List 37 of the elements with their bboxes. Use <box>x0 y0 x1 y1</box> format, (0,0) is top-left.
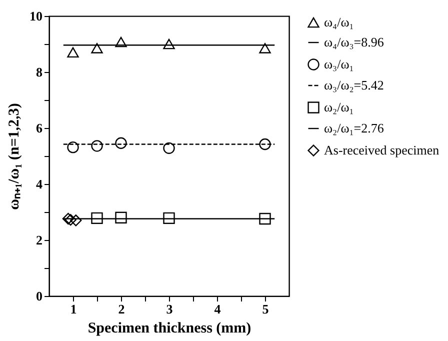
x-tick-label: 1 <box>70 302 77 316</box>
point <box>91 140 103 152</box>
legend-label: As-received specimen <box>324 142 440 158</box>
legend-label: ω₄/ω₁ <box>324 14 354 30</box>
legend-label: ω₂/ω₁=2.76 <box>324 120 384 136</box>
legend-label: ω₂/ω₁ <box>324 100 354 114</box>
point <box>115 36 127 48</box>
point <box>62 212 74 225</box>
y-tick-label: 4 <box>36 176 43 192</box>
point <box>163 38 175 50</box>
y-axis-title: ωₙ₊₁/ω₁ (n=1,2,3) <box>6 103 22 210</box>
point <box>91 43 103 54</box>
y-tick-label: 6 <box>36 120 43 136</box>
point <box>64 214 76 226</box>
x-tick-label: 3 <box>166 302 174 316</box>
x-tick-label: 4 <box>214 302 222 316</box>
y-tick-label: 0 <box>36 288 42 304</box>
point <box>259 43 271 54</box>
point <box>67 47 79 58</box>
legend-label: ω₃/ω₁ <box>324 56 354 72</box>
x-tick-label: 2 <box>118 302 125 316</box>
y-tick-label: 2 <box>36 232 42 248</box>
point <box>70 214 82 226</box>
point <box>163 142 175 154</box>
y-tick-label: 10 <box>30 8 42 24</box>
point <box>259 212 271 225</box>
point <box>259 138 271 150</box>
x-tick-label: 5 <box>262 302 270 316</box>
point <box>91 212 103 224</box>
y-tick-label: 8 <box>36 64 43 80</box>
legend-label: ω₄/ω₃=8.96 <box>324 34 384 50</box>
x-axis-title: Specimen thickness (mm) <box>88 320 252 336</box>
point <box>67 141 79 154</box>
legend-label: ω₃/ω₂=5.42 <box>324 78 384 92</box>
point <box>115 212 127 224</box>
point <box>163 212 175 224</box>
point <box>115 137 127 149</box>
